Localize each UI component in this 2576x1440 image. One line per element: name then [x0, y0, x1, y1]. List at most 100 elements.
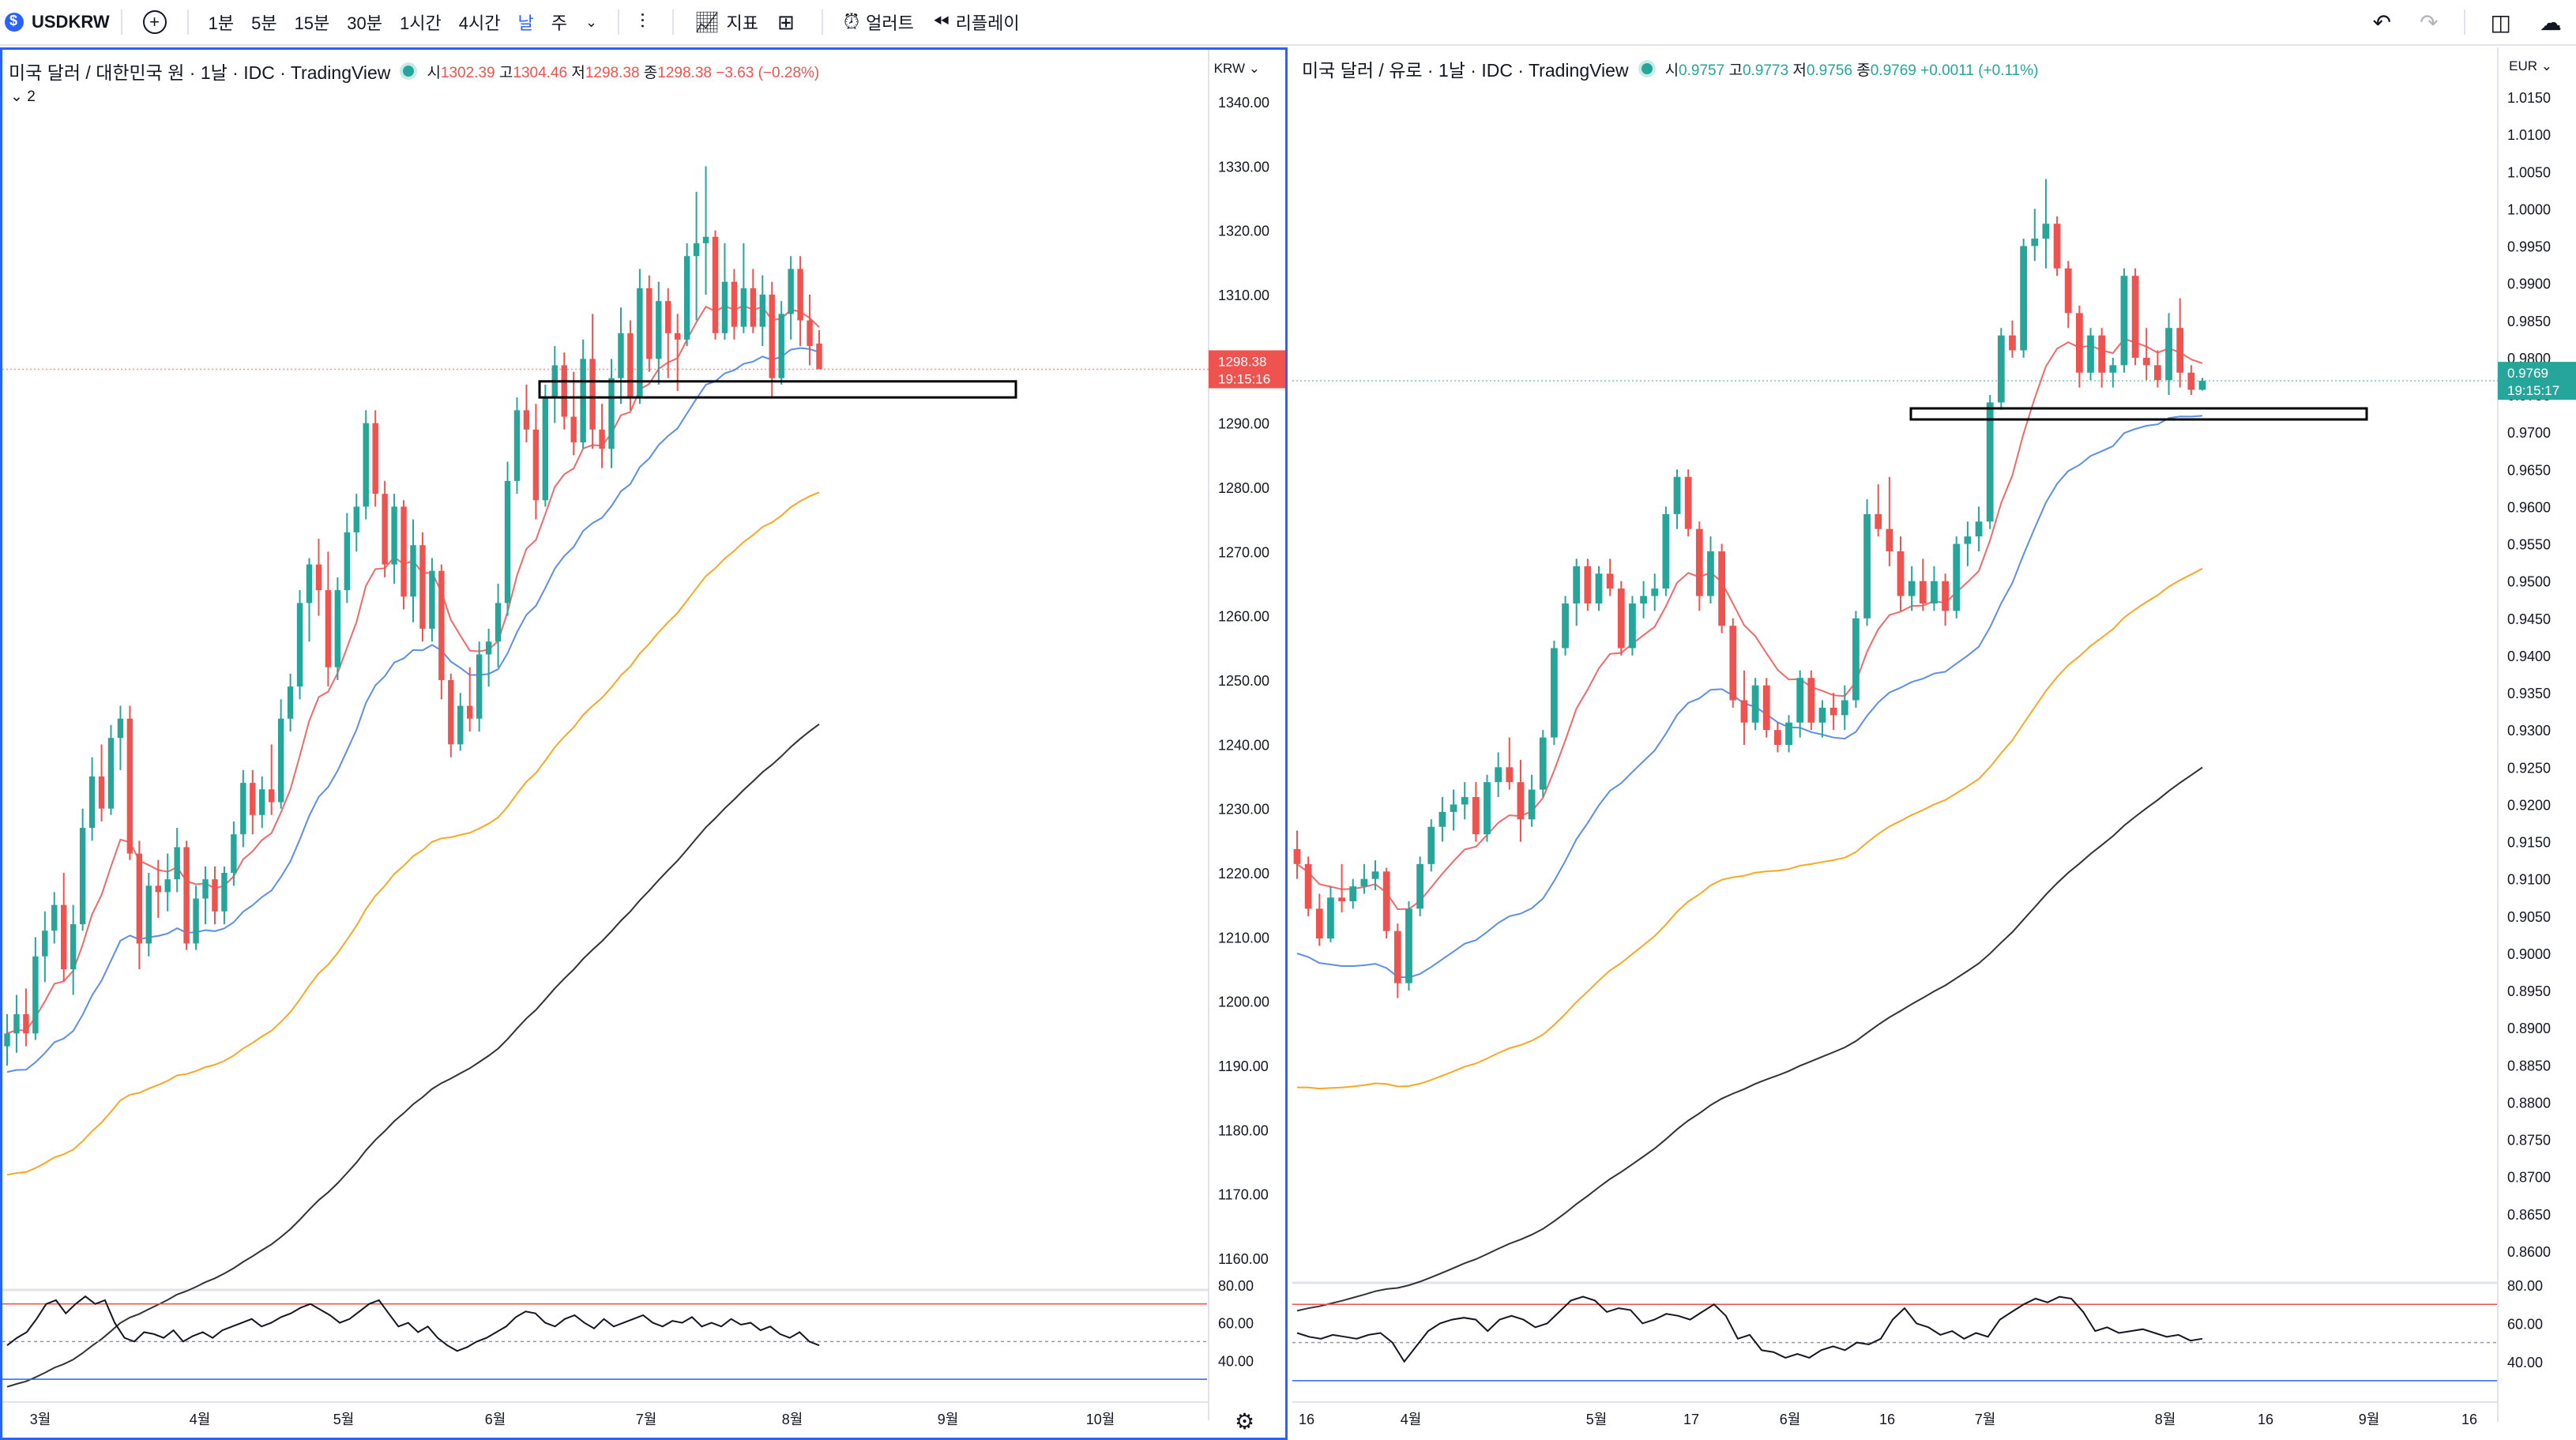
alert-button[interactable]: ⏰︎ 얼러트 [834, 9, 923, 35]
candle [1371, 860, 1379, 890]
currency-selector[interactable]: KRW ⌄ [1213, 61, 1260, 76]
price-axis-tick-label: 0.9450 [2507, 611, 2551, 627]
candle [277, 699, 284, 809]
price-axis-tick-label: 1210.00 [1218, 930, 1269, 946]
price-axis-tick-label: 1.0050 [2507, 164, 2551, 180]
candle-body [2142, 357, 2150, 366]
interval-button[interactable]: 1시간 [400, 13, 442, 33]
candle [1841, 685, 1848, 731]
chart-canvas-usdkrw[interactable]: 1340.001330.001320.001310.001300.001290.… [2, 50, 1285, 1438]
candle [363, 410, 369, 520]
symbol-search[interactable]: USDKRW [0, 0, 110, 44]
candle [344, 513, 351, 603]
candle [353, 494, 359, 552]
candle [155, 859, 161, 918]
candle [1942, 573, 1949, 626]
chart-title[interactable]: 미국 달러 / 유로 · 1날 · IDC · TradingView [1302, 60, 1629, 81]
indicators-button[interactable]: 📈︎ 지표 [685, 9, 769, 35]
candle-body [363, 423, 369, 507]
candle [702, 166, 709, 295]
chart-type-button[interactable]: ⫶ [630, 9, 661, 35]
currency-selector[interactable]: EUR ⌄ [2509, 58, 2552, 73]
redo-button[interactable]: ↷ [2405, 9, 2452, 36]
candle-body [1427, 826, 1435, 864]
price-axis-tick-label: 0.8700 [2507, 1170, 2551, 1186]
chart-canvas-usdeur[interactable]: 1.0150 1.0100 1.0050 1.0000 0.9950 0.9900 0.98… [1292, 47, 2576, 1440]
candle [1740, 670, 1748, 746]
candle-body [107, 738, 115, 809]
interval-button[interactable]: 4시간 [458, 13, 501, 33]
candle [665, 288, 671, 378]
candle [1718, 543, 1726, 634]
candle [1919, 558, 1927, 611]
interval-button[interactable]: 1분 [208, 13, 235, 33]
candle-body [1830, 707, 1837, 716]
price-axis-tick-label: 1310.00 [1218, 288, 1269, 303]
candle [608, 359, 615, 468]
high-label: 고 [1728, 62, 1743, 79]
price-tag-value: 1298.38 [1218, 355, 1266, 370]
candle-body [1897, 551, 1905, 596]
interval-dropdown-button[interactable]: ⌄ [576, 14, 607, 31]
candle [523, 384, 530, 443]
candle-body [1304, 863, 1312, 909]
candle-body [353, 506, 359, 532]
replay-button[interactable]: ⏪︎ 리플레이 [923, 9, 1029, 35]
layout-split-button[interactable]: ◫ [2476, 9, 2525, 36]
candle-body [570, 416, 577, 443]
undo-button[interactable]: ↶ [2359, 9, 2405, 36]
candle-body [240, 783, 246, 835]
candle [1875, 484, 1882, 537]
price-axis-tick-label: 1250.00 [1218, 673, 1269, 689]
candle-body [315, 564, 322, 591]
indicators-collapse-toggle[interactable]: ⌄ 2 [10, 88, 36, 106]
high-label: 고 [498, 64, 513, 81]
candle [2165, 313, 2172, 396]
price-axis-tick-label: 0.8800 [2507, 1095, 2551, 1111]
price-axis-tick-label: 1340.00 [1218, 95, 1269, 111]
candle [51, 892, 58, 944]
candle-body [731, 281, 738, 327]
price-tag-value: 0.9769 [2507, 366, 2548, 381]
interval-button[interactable]: 30분 [347, 13, 382, 33]
price-axis-tick-label: 0.9100 [2507, 872, 2551, 888]
price-axis-tick-label: 1180.00 [1218, 1122, 1269, 1138]
candle [2009, 320, 2016, 358]
candle-body [1718, 551, 1726, 626]
candle [1886, 476, 1893, 566]
price-axis-tick-label: 0.9400 [2507, 649, 2551, 664]
candle [2031, 209, 2039, 261]
candle-body [637, 288, 643, 398]
candle [721, 243, 728, 340]
price-axis-tick-label: 0.9200 [2507, 797, 2551, 813]
candle [1539, 730, 1547, 798]
settings-gear-icon[interactable]: ⚙ [1235, 1409, 1255, 1434]
alert-icon: ⏰︎ [843, 9, 860, 33]
candle-body [712, 236, 719, 333]
interval-button[interactable]: 5분 [251, 13, 277, 33]
divider [120, 9, 122, 35]
candle [221, 866, 228, 925]
interval-button[interactable]: 15분 [294, 13, 330, 33]
candle [1629, 596, 1636, 656]
candle [467, 667, 473, 732]
chart-title[interactable]: 미국 달러 / 대한민국 원 · 1날 · IDC · TradingView [9, 62, 391, 83]
interval-button[interactable]: 날 [517, 13, 534, 33]
candle [807, 295, 813, 366]
open-value: 0.9757 [1679, 62, 1725, 79]
templates-button[interactable]: ⊞ [768, 10, 810, 35]
price-axis-tick-label: 0.9550 [2507, 537, 2551, 553]
rsi-line [6, 1295, 820, 1352]
candle-body [1349, 886, 1357, 901]
save-cloud-button[interactable]: ☁︎ [2525, 9, 2576, 36]
chart-pane-usdkrw[interactable]: 1340.001330.001320.001310.001300.001290.… [0, 47, 1288, 1440]
candle-body [1662, 513, 1670, 589]
add-symbol-button[interactable]: + [134, 10, 176, 34]
candle-body [476, 654, 483, 719]
chart-pane-usdeur[interactable]: 1.0150 1.0100 1.0050 1.0000 0.9950 0.9900 0.98… [1292, 47, 2576, 1440]
interval-button[interactable]: 주 [551, 13, 567, 33]
price-tag-countdown: 19:15:17 [2507, 383, 2559, 398]
candle [1584, 558, 1592, 611]
ema-mid-line [1296, 415, 2203, 979]
candle [13, 994, 20, 1053]
